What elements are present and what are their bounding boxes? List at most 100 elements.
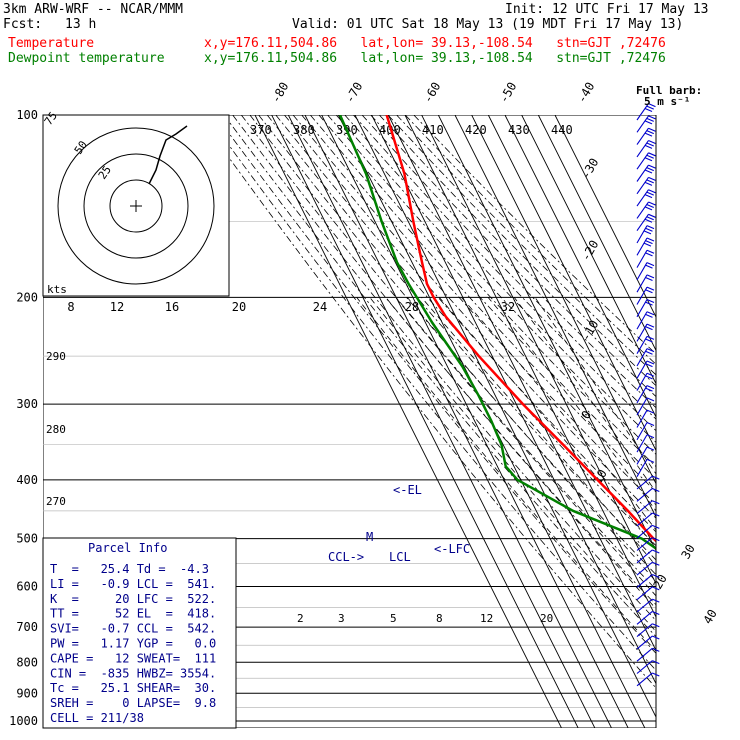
wind-barb [636, 446, 648, 465]
theta-e-label: 430 [508, 123, 530, 137]
wind-barb-flag [646, 179, 654, 184]
wind-barb [636, 274, 648, 293]
wind-barb-flag [646, 203, 654, 208]
wind-barb [636, 500, 653, 515]
dry-adiabat-line [404, 115, 656, 365]
mixing-ratio-label: 5 [390, 612, 397, 625]
theta-e-label: 380 [293, 123, 315, 137]
wind-barb [636, 549, 653, 564]
wind-barbs [636, 103, 660, 728]
wind-barb [636, 115, 649, 133]
wind-barb-flag [648, 140, 656, 145]
wind-barb-flag [646, 335, 655, 340]
wind-barb-flag [652, 598, 660, 603]
parcel-info-box: Parcel Info T = 25.4 Td = -4.3LI = -0.9 L… [42, 537, 237, 729]
wind-barb-flag [644, 181, 653, 186]
pressure-tick-label: 100 [16, 108, 38, 122]
wind-barb-flag [646, 117, 654, 122]
wind-barb-flag [652, 537, 660, 542]
wind-barb-flag [648, 201, 656, 206]
mixing-ratio-line [666, 587, 740, 734]
wind-barb [636, 250, 648, 268]
parcel-row: CAPE = 12 SWEAT= 111 [50, 651, 216, 665]
wind-barb [636, 336, 648, 354]
wind-barb-flag [646, 434, 655, 439]
theta-label: 270 [46, 495, 66, 508]
parcel-row: T = 25.4 Td = -4.3 [50, 562, 209, 576]
wind-barb [636, 524, 653, 539]
hodo-speed-label: 24 [313, 300, 327, 314]
parcel-row: Tc = 25.1 SHEAR= 30. [50, 681, 216, 695]
dry-adiabat-line [275, 115, 656, 547]
isotherm-line [554, 115, 656, 319]
wind-barb-flag [652, 574, 660, 579]
wind-barb-flag [652, 647, 660, 652]
wind-barb [636, 152, 649, 170]
moist-adiabat-line [395, 297, 656, 597]
parcel-row: TT = 52 EL = 418. [50, 607, 216, 621]
wind-barb-flag [646, 298, 655, 303]
wind-barb-flag [648, 164, 656, 169]
wind-barb [636, 574, 653, 588]
pressure-tick-label: 600 [16, 580, 38, 594]
isotherm-label: -30 [578, 156, 601, 182]
pressure-tick-label: 700 [16, 620, 38, 634]
chart-annotation: CCL-> [328, 550, 364, 564]
wind-barb [636, 475, 653, 490]
wind-barb-flag [645, 276, 653, 281]
chart-annotation: <-LFC [434, 542, 470, 556]
wind-barb-flag [645, 375, 653, 380]
wind-barb-flag [645, 387, 653, 392]
dry-adiabat-line [379, 115, 656, 398]
isotherm-label: -40 [574, 80, 597, 106]
wind-barb-flag [646, 274, 655, 279]
wind-barb [636, 164, 649, 182]
wind-barb-flag [646, 286, 655, 291]
isotherm-line [354, 115, 656, 719]
isotherm-line [437, 115, 656, 552]
wind-barb-flag [646, 249, 655, 254]
mixing-ratio-line [706, 587, 740, 734]
wind-barb [636, 286, 648, 305]
wind-barb [636, 660, 653, 674]
wind-barb-flag [645, 363, 653, 368]
wind-barb [636, 409, 648, 428]
wind-barb-flag [652, 610, 660, 615]
wind-barb-flag [646, 360, 655, 365]
theta-e-label: 410 [422, 123, 444, 137]
theta-e-label: 370 [250, 123, 272, 137]
wind-barb [636, 299, 648, 318]
mixing-ratio-label: 8 [436, 612, 443, 625]
moist-adiabat-line [356, 297, 656, 652]
wind-barb [636, 488, 653, 502]
isotherm-line [504, 115, 656, 419]
wind-barb [636, 311, 648, 330]
wind-barb-flag [646, 225, 655, 230]
parcel-row: CIN = -835 HWBZ= 3554. [50, 666, 216, 680]
dry-adiabat-line [206, 115, 656, 671]
wind-barb [636, 360, 648, 379]
wind-barb-flag [652, 475, 660, 480]
chart-annotation: LCL [389, 550, 411, 564]
parcel-row: LI = -0.9 LCL = 541. [50, 577, 216, 591]
wind-barb-flag [646, 372, 655, 377]
dry-adiabat-line [232, 115, 656, 622]
hodo-speed-label: 20 [232, 300, 246, 314]
model-title: 3km ARW-WRF -- NCAR/MMM [3, 2, 184, 17]
isotherm-line [454, 115, 656, 519]
wind-barb [636, 127, 649, 145]
theta-e-label: 440 [551, 123, 573, 137]
moist-adiabat-line [487, 297, 656, 512]
dewpoint-location: x,y=176.11,504.86 lat,lon= 39.13,-108.54… [204, 51, 666, 66]
theta-label: 280 [46, 423, 66, 436]
mixing-ratio-label: 20 [540, 612, 553, 625]
mixing-ratio-label: 2 [297, 612, 304, 625]
wind-barb-flag [644, 218, 653, 223]
wind-barb-flag [644, 108, 653, 113]
moist-adiabat-line [369, 297, 656, 633]
wind-barb-flag [646, 446, 655, 451]
pressure-tick-label: 200 [16, 290, 38, 304]
pressure-tick-label: 1000 [9, 714, 38, 728]
dry-adiabat-line [327, 115, 656, 468]
wind-barb-flag [645, 313, 653, 318]
